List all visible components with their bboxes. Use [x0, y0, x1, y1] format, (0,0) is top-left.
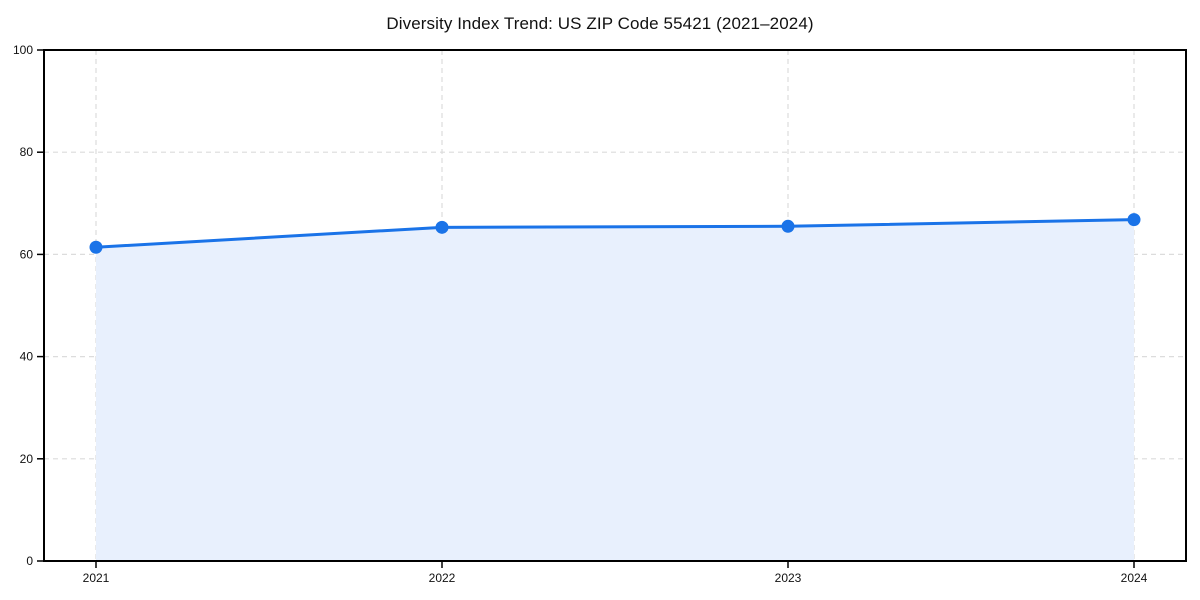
y-tick-label: 100 [13, 43, 33, 57]
y-tick-label: 0 [26, 554, 33, 568]
x-tick-label: 2024 [1121, 571, 1148, 585]
plot-frame [43, 49, 1187, 562]
area-fill [96, 219, 1134, 562]
y-tick-label: 40 [20, 350, 34, 364]
data-point-2024 [1127, 213, 1141, 227]
x-tick-label: 2022 [429, 571, 456, 585]
x-tick-label: 2023 [775, 571, 802, 585]
data-point-2022 [435, 220, 449, 234]
y-tick-label: 80 [20, 145, 34, 159]
data-point-2021 [89, 240, 103, 254]
x-tick-label: 2021 [83, 571, 110, 585]
data-point-2023 [781, 219, 795, 233]
y-tick-label: 60 [20, 247, 34, 261]
y-tick-label: 20 [20, 452, 34, 466]
chart-title: Diversity Index Trend: US ZIP Code 55421… [386, 14, 814, 33]
trend-line [94, 218, 1136, 249]
